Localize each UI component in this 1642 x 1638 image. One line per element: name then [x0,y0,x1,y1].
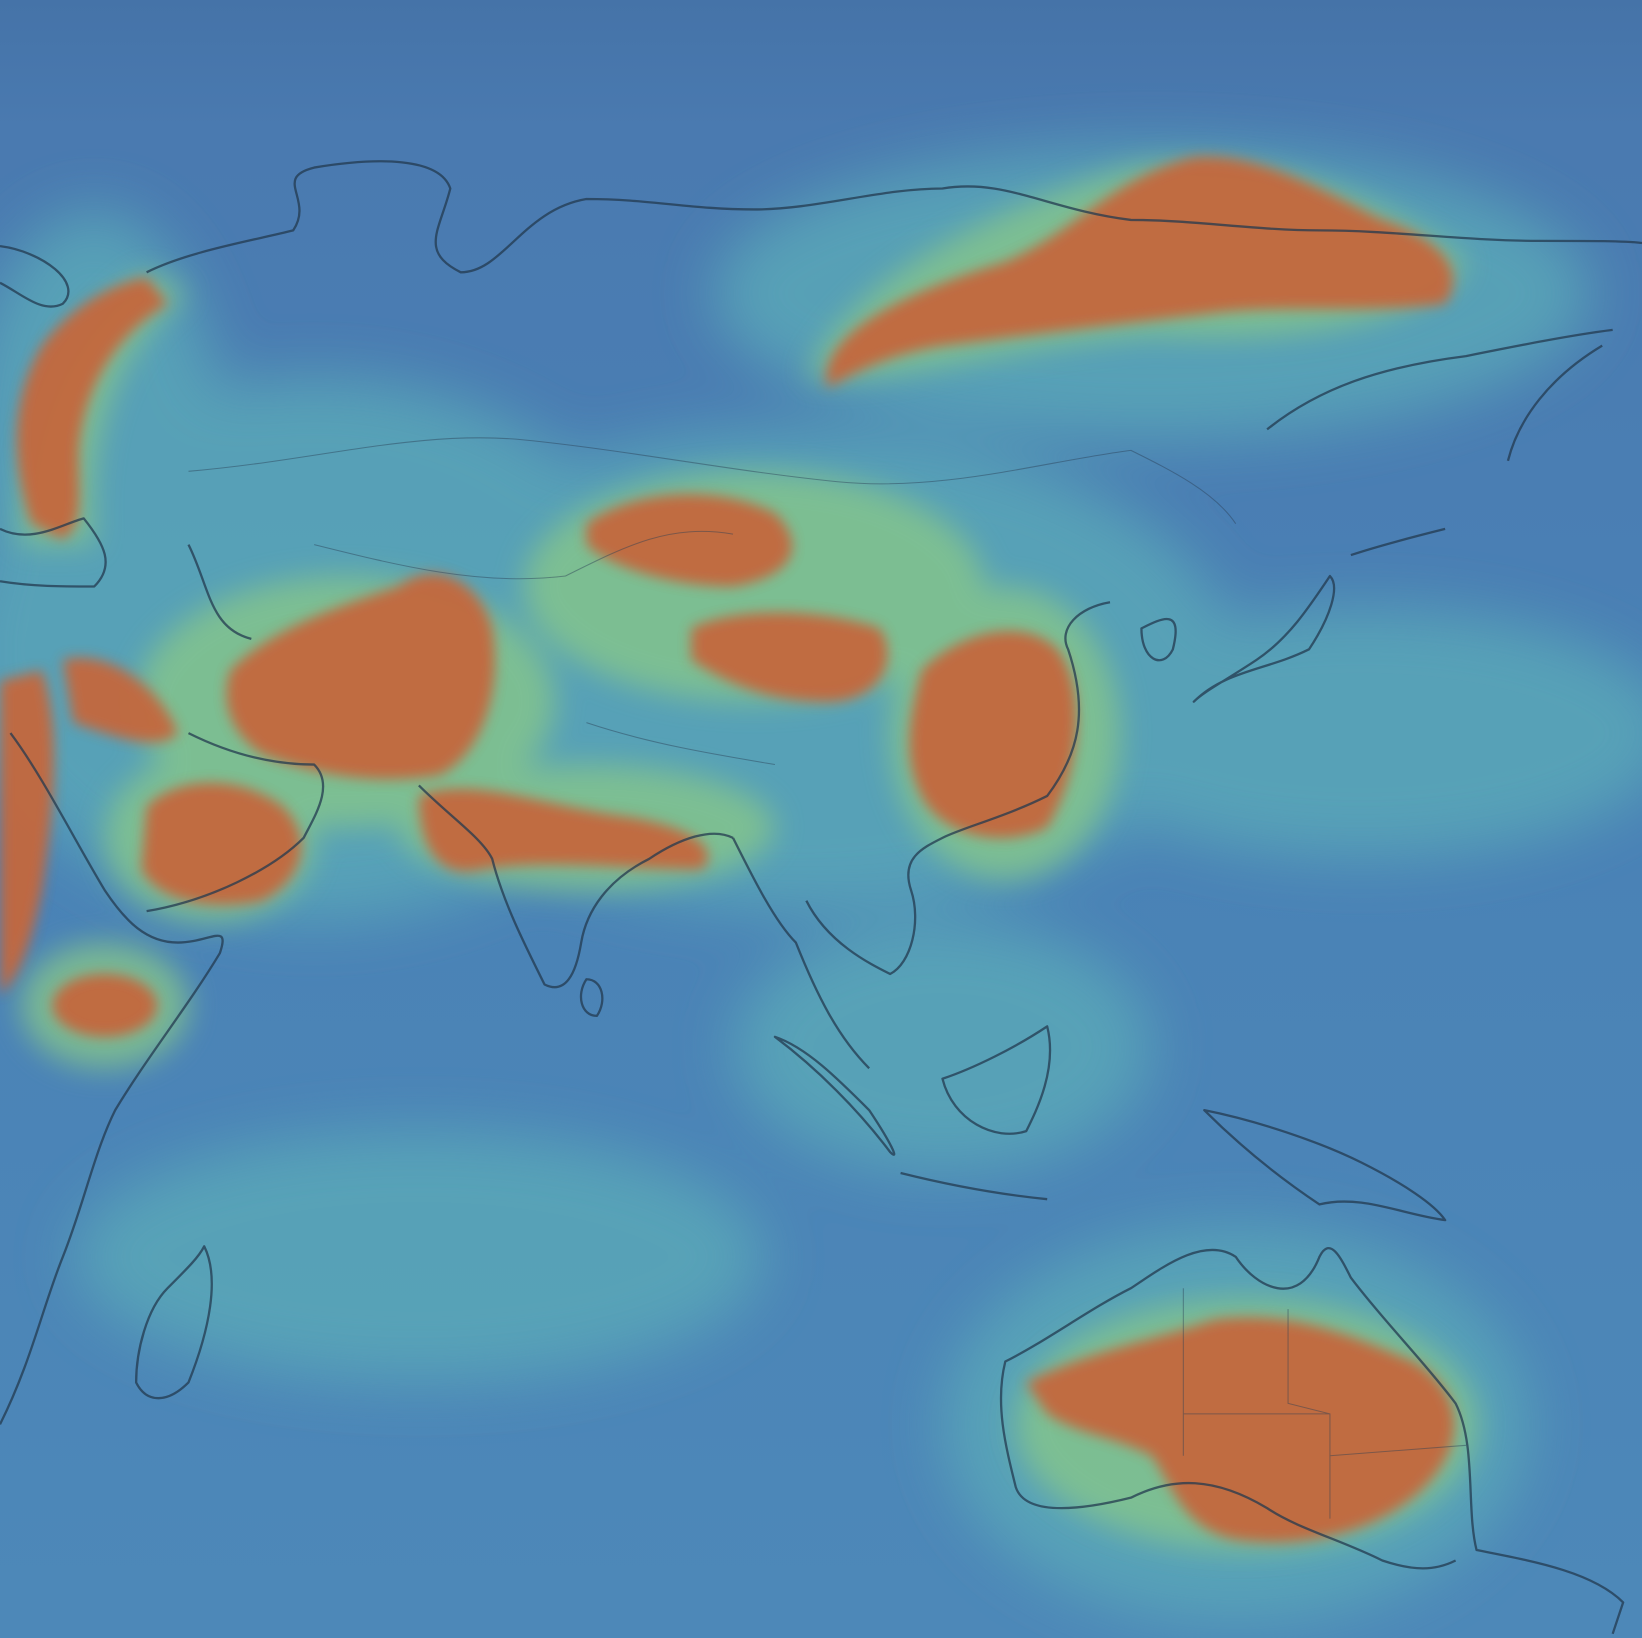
coastlines [0,160,1642,1635]
hot-blob [826,156,1453,388]
hot-layer [0,156,1455,1543]
coastline-australia [999,1247,1625,1635]
hot-blob [1026,1317,1455,1543]
hot-blob [586,494,793,587]
hot-blob [418,788,709,872]
teal-blob [73,1131,765,1383]
hot-blob [226,573,495,780]
coastline-india [418,784,734,989]
coastline-madagascar [134,1245,213,1400]
coastline-northeast-asia [1140,328,1613,662]
teal-blob [1047,607,1642,859]
hot-blob [0,670,54,995]
teal-blob [0,209,220,671]
borders [188,437,1467,1519]
hot-blob [691,612,888,702]
hot-blob [141,782,302,905]
coastline-southeast-asia [732,601,1111,1070]
teal-blob [733,921,1152,1173]
coastline-sri-lanka [579,978,604,1018]
coastline-new-guinea [1203,1109,1447,1222]
border-lines [188,437,1467,1519]
hot-blob [909,631,1077,838]
coastline-africa [0,732,224,1425]
hot-blob [62,657,179,743]
coastline-middle-east [0,517,325,913]
hot-blob [52,974,158,1037]
hot-blob [16,277,168,540]
coastline-indonesia [773,1025,1052,1201]
coastline-japan [1192,527,1446,703]
coastline-arctic [0,160,1642,308]
